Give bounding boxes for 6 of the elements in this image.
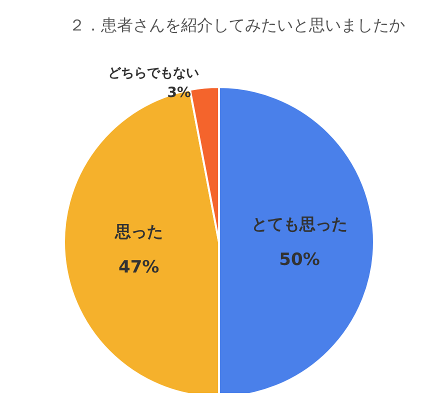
data-label: 47% <box>118 258 160 278</box>
data-label: 50% <box>279 250 320 270</box>
chart-title: ２．患者さんを紹介してみたいと思いましたか <box>69 16 405 34</box>
slice-label: とても思った <box>252 214 348 234</box>
slice-label: どちらでもない <box>108 66 200 82</box>
slice-label: 思った <box>114 222 163 242</box>
